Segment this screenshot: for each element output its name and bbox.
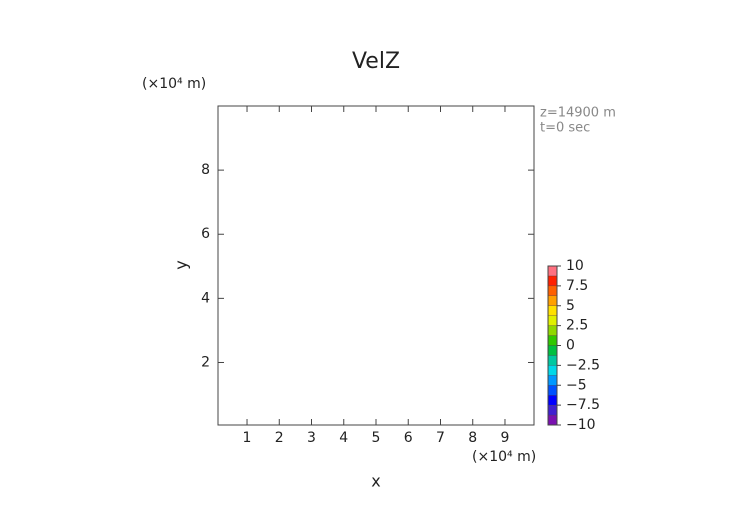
colorbar-band	[547, 345, 558, 356]
x-tick-label: 3	[307, 430, 316, 446]
colorbar-tick-label: −10	[566, 417, 596, 433]
colorbar-tick-label: 7.5	[566, 278, 588, 294]
colorbar-band	[547, 295, 558, 306]
colorbar-band	[547, 275, 558, 287]
annotation: z=14900 m	[540, 106, 616, 121]
colorbar-band	[547, 404, 558, 416]
x-tick-label: 2	[275, 430, 284, 446]
colorbar-tick-label: −7.5	[566, 397, 600, 413]
y-tick-label: 6	[201, 226, 210, 242]
x-tick-label: 7	[436, 430, 445, 446]
colorbar-tick-label: 0	[566, 338, 575, 354]
x-tick-label: 9	[501, 430, 510, 446]
colorbar-band	[547, 305, 558, 316]
y-tick-label: 4	[201, 290, 210, 306]
colorbar-band	[547, 395, 558, 406]
colorbar-band	[547, 285, 558, 296]
colorbar-band	[547, 355, 558, 366]
y-tick-label: 8	[201, 162, 210, 178]
colorbar-band	[547, 325, 558, 336]
x-tick-label: 4	[339, 430, 348, 446]
x-tick-label: 5	[372, 430, 381, 446]
colorbar-tick-label: 2.5	[566, 318, 588, 334]
colorbar-tick-label: −2.5	[566, 357, 600, 373]
x-label: x	[371, 472, 380, 491]
colorbar-band	[547, 265, 558, 277]
colorbar-band	[547, 365, 558, 376]
chart-title: VelZ	[352, 49, 400, 74]
x-tick-label: 1	[243, 430, 252, 446]
x-tick-label: 6	[404, 430, 413, 446]
y-tick-label: 2	[201, 354, 210, 370]
colorbar-band	[547, 335, 558, 346]
annotation: t=0 sec	[540, 121, 590, 136]
colorbar-tick-label: −5	[566, 377, 587, 393]
colorbar-band	[547, 385, 558, 396]
plot-frame	[217, 105, 535, 426]
y-unit: (×10⁴ m)	[142, 76, 206, 92]
x-unit: (×10⁴ m)	[472, 449, 536, 465]
colorbar-band	[547, 315, 558, 326]
y-label: y	[172, 260, 191, 269]
colorbar-band	[547, 414, 558, 426]
colorbar-tick-label: 5	[566, 298, 575, 314]
x-tick-label: 8	[468, 430, 477, 446]
colorbar-tick-label: 10	[566, 258, 584, 274]
colorbar-band	[547, 375, 558, 386]
